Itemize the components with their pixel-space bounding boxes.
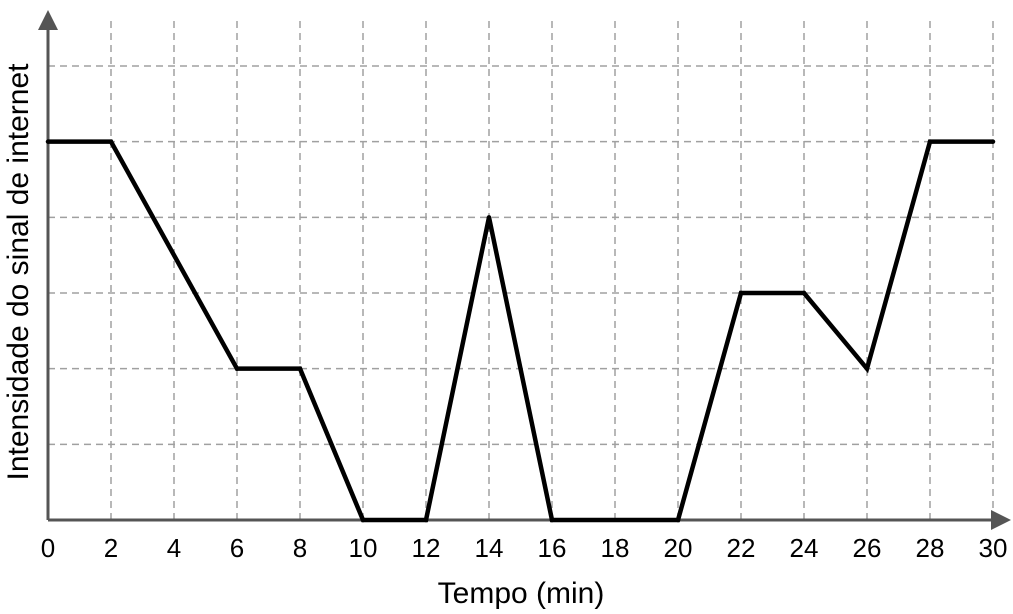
data-point [990, 139, 996, 144]
data-point [108, 139, 114, 144]
data-point [486, 215, 492, 220]
data-point [234, 366, 240, 371]
x-tick-labels: 0 2 4 6 8 10 12 14 16 18 20 22 24 26 28 30 [41, 533, 1008, 563]
x-tick-label-22: 22 [727, 533, 756, 563]
data-point [927, 139, 933, 144]
x-tick-label-18: 18 [601, 533, 630, 563]
x-tick-label-30: 30 [979, 533, 1008, 563]
x-tick-label-28: 28 [916, 533, 945, 563]
x-axis-arrow [991, 510, 1011, 530]
data-point [423, 517, 429, 523]
data-point [675, 517, 681, 523]
x-tick-label-14: 14 [475, 533, 504, 563]
x-tick-label-26: 26 [853, 533, 882, 563]
x-tick-label-16: 16 [538, 533, 567, 563]
y-axis-label: Intensidade do sinal de internet [2, 63, 35, 481]
x-axis-label: Tempo (min) [438, 577, 605, 610]
axes [38, 10, 1011, 530]
data-point [45, 139, 51, 144]
x-tick-label-12: 12 [412, 533, 441, 563]
x-tick-label-0: 0 [41, 533, 55, 563]
grid [48, 18, 994, 520]
y-axis-arrow [38, 10, 58, 30]
data-point [360, 517, 366, 523]
x-tick-label-20: 20 [664, 533, 693, 563]
series-layer [45, 139, 996, 523]
x-tick-label-8: 8 [293, 533, 307, 563]
x-tick-label-2: 2 [104, 533, 118, 563]
x-tick-label-4: 4 [167, 533, 181, 563]
x-tick-label-24: 24 [790, 533, 819, 563]
data-point [864, 366, 870, 371]
x-tick-label-6: 6 [230, 533, 244, 563]
data-point [549, 517, 555, 523]
x-tick-label-10: 10 [349, 533, 378, 563]
data-point [738, 290, 744, 296]
data-point [297, 366, 303, 371]
series-line-0 [48, 139, 993, 523]
data-point [801, 290, 807, 296]
